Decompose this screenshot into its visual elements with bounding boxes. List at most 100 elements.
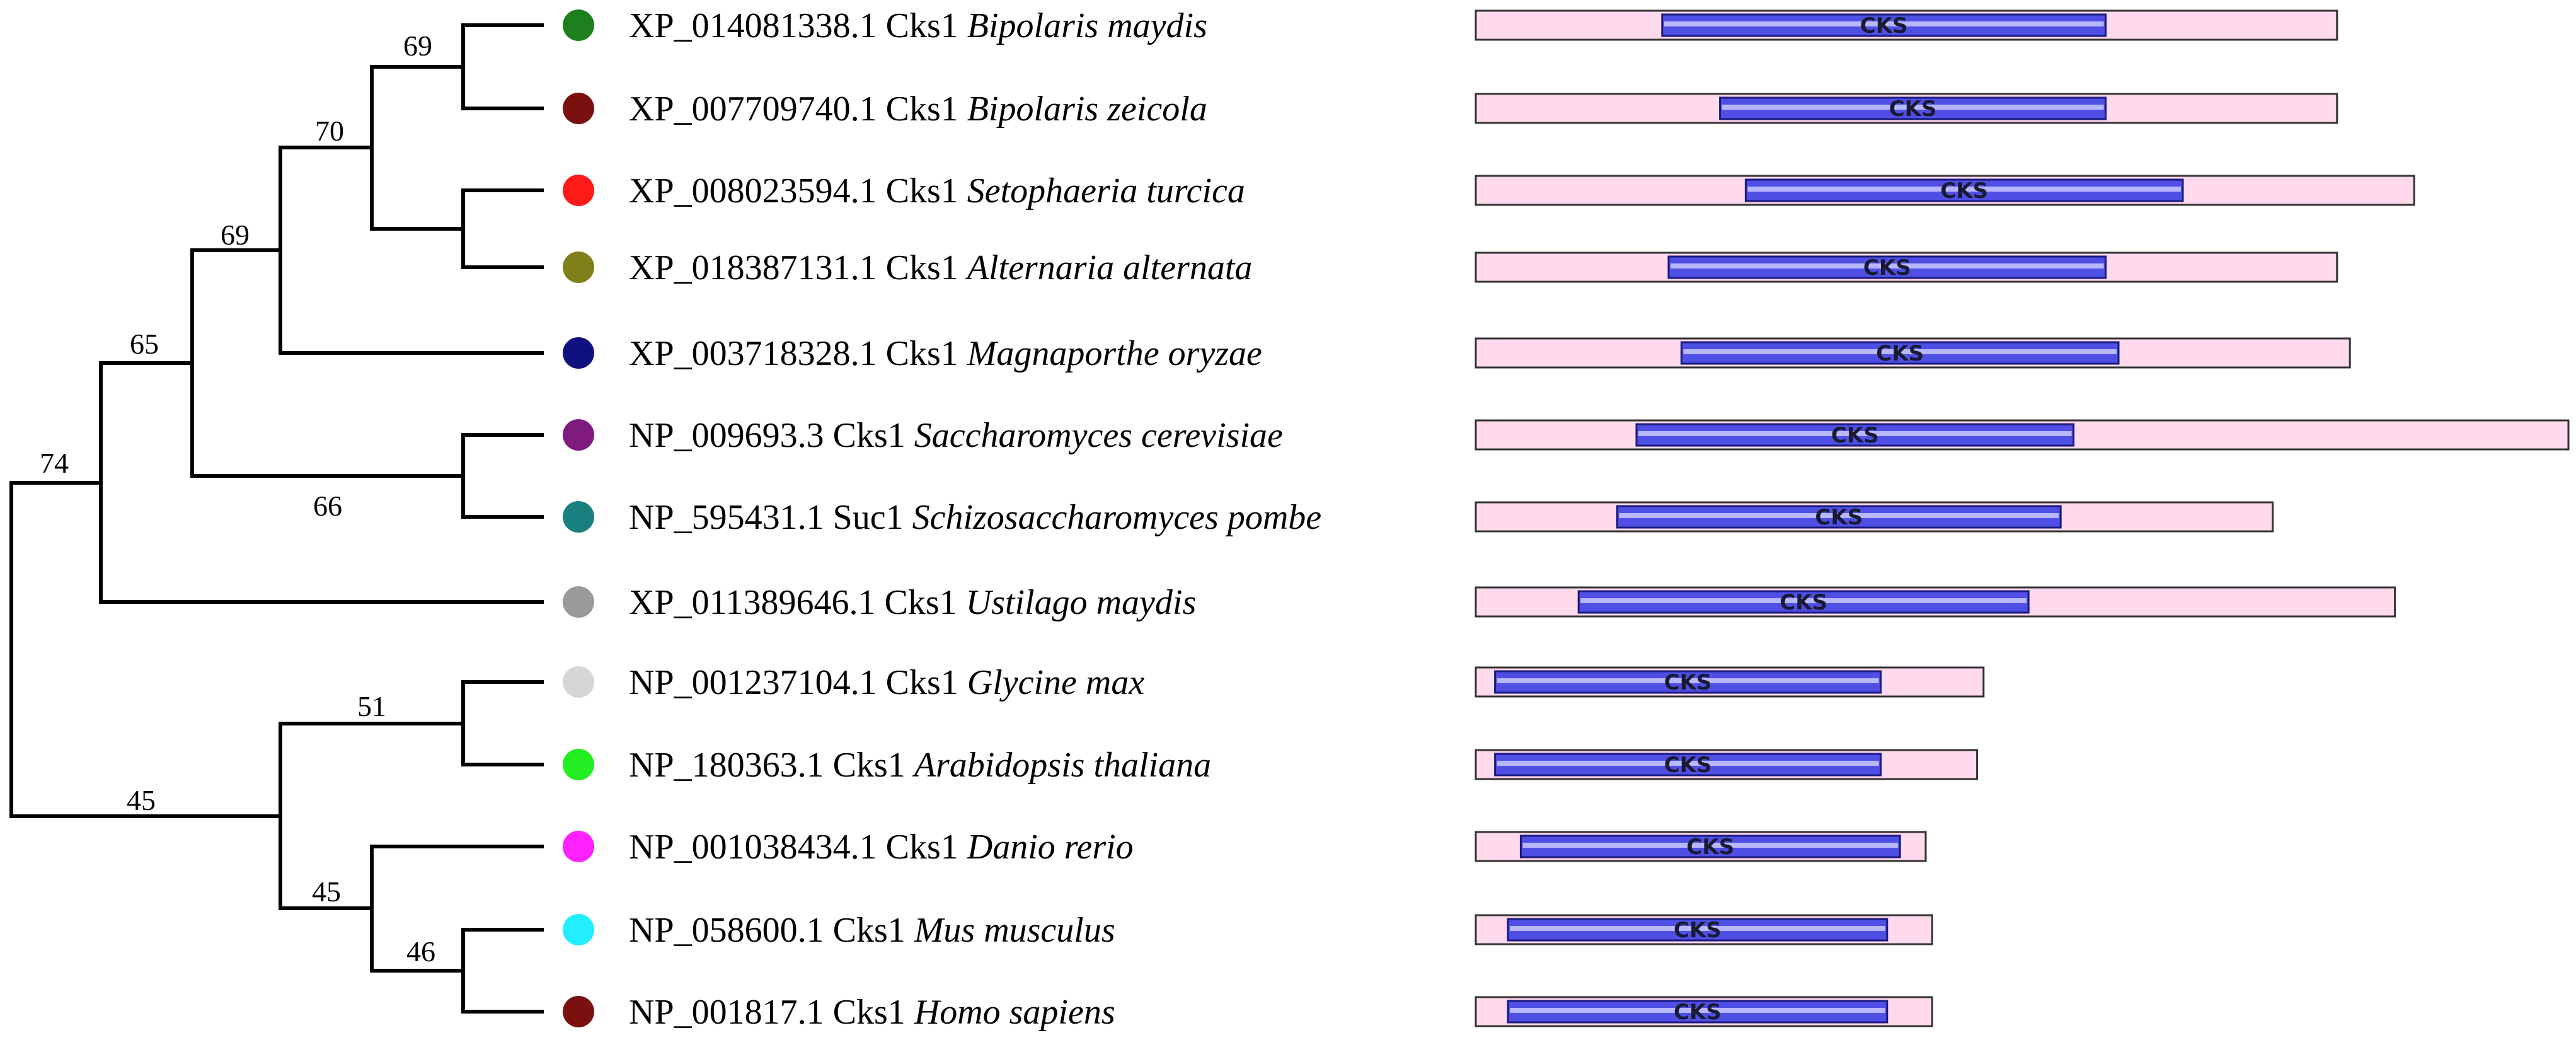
protein-architecture: CKS [1475,831,1927,862]
bootstrap-value: 45 [312,875,341,908]
bootstrap-value: 46 [406,935,435,968]
species-name: Saccharomyces cerevisiae [914,416,1283,455]
taxon-marker [563,251,594,283]
species-name: Glycine max [967,663,1145,702]
bootstrap-value: 45 [127,784,156,816]
gene-name: Cks1 [886,248,967,287]
domain-label: CKS [1780,590,1827,615]
domain-label: CKS [1863,255,1911,280]
taxon-label: XP_018387131.1 Cks1 Alternaria alternata [629,248,1252,287]
accession: NP_001038434.1 [629,828,886,867]
taxon-row: XP_011389646.1 Cks1 Ustilago maydis [563,583,1196,622]
species-name: Magnaporthe oryzae [967,334,1262,373]
accession: XP_011389646.1 [629,583,885,622]
taxon-marker [563,831,594,862]
species-name: Setophaeria turcica [967,171,1245,211]
species-name: Danio rerio [967,828,1134,867]
taxon-label: XP_003718328.1 Cks1 Magnaporthe oryzae [629,334,1262,373]
protein-architecture: CKS [1475,175,2415,206]
taxon-label: XP_007709740.1 Cks1 Bipolaris zeicola [629,90,1207,129]
taxon-row: NP_058600.1 Cks1 Mus musculus [563,911,1115,950]
protein-architecture: CKS [1475,9,2338,41]
domain-label: CKS [1674,1000,1722,1025]
domain-highlight [1638,431,2072,436]
domain-architecture: CKS CKS CKS CKS CKS CKS CKS CKS CKS CKS CKS CKS CKS [1475,9,2570,1027]
accession: NP_001817.1 [629,993,833,1032]
taxon-row: XP_018387131.1 Cks1 Alternaria alternata [563,248,1252,287]
species-name: Arabidopsis thaliana [912,746,1211,785]
branch [99,361,544,604]
gene-name: Cks1 [886,90,967,129]
domain-highlight [1747,187,2181,192]
taxon-label: XP_014081338.1 Cks1 Bipolaris maydis [629,6,1207,45]
gene-name: Cks1 [886,828,967,867]
domain-highlight [1722,105,2104,110]
taxon-marker [563,419,594,451]
domain-highlight [1670,263,2104,269]
accession: XP_018387131.1 [629,248,886,287]
bootstrap-value: 69 [403,30,432,62]
domain-label: CKS [1860,13,1908,38]
accession: NP_009693.3 [629,416,833,455]
gene-name: Cks1 [833,416,914,455]
branch [461,680,544,766]
domain-highlight [1580,598,2027,603]
bootstrap-value: 65 [130,328,159,360]
taxon-marker [563,9,594,41]
branch [461,433,544,519]
accession: NP_058600.1 [629,911,833,950]
accession: NP_180363.1 [629,746,833,785]
branch [461,23,544,110]
domain-highlight [1522,843,1899,848]
gene-name: Cks1 [885,583,966,622]
gene-name: Cks1 [886,663,967,702]
taxon-marker [563,914,594,945]
gene-name: Cks1 [886,334,967,373]
taxon-row: NP_009693.3 Cks1 Saccharomyces cerevisia… [563,416,1283,455]
domain-label: CKS [1674,918,1722,943]
taxon-row: XP_007709740.1 Cks1 Bipolaris zeicola [563,90,1207,129]
species-name: Alternaria alternata [965,248,1253,287]
domain-highlight [1497,761,1879,766]
gene-name: Cks1 [833,993,914,1032]
protein-architecture: CKS [1475,914,1933,945]
domain-label: CKS [1815,505,1863,530]
branch [370,845,544,973]
taxon-row: XP_008023594.1 Cks1 Setophaeria turcica [563,171,1245,211]
taxon-row: NP_001038434.1 Cks1 Danio rerio [563,828,1134,867]
phylogenetic-tree: 69 70 69 65 66 74 51 45 46 45 [9,23,544,1014]
accession: XP_014081338.1 [629,6,886,45]
taxon-marker [563,501,594,533]
taxon-label: NP_180363.1 Cks1 Arabidopsis thaliana [629,746,1211,785]
gene-name: Suc1 [833,498,912,537]
branch [9,481,282,818]
bootstrap-value: 69 [221,219,250,251]
accession: NP_595431.1 [629,498,833,537]
bootstrap-value: 70 [315,115,344,147]
taxon-marker [563,586,594,618]
protein-architecture: CKS [1475,501,2274,533]
domain-highlight [1497,678,1879,683]
domain-label: CKS [1876,341,1924,366]
protein-architecture: CKS [1475,666,1985,698]
species-name: Homo sapiens [914,993,1115,1032]
domain-highlight [1510,1008,1885,1013]
taxon-label: NP_595431.1 Suc1 Schizosaccharomyces pom… [629,498,1321,537]
species-name: Mus musculus [914,911,1115,950]
domain-highlight [1510,926,1885,931]
taxon-marker [563,175,594,206]
taxon-label: NP_001038434.1 Cks1 Danio rerio [629,828,1134,867]
domain-label: CKS [1889,96,1937,122]
gene-name: Cks1 [886,6,967,45]
protein-architecture: CKS [1475,586,2396,618]
taxon-marker [563,996,594,1027]
branch [461,188,544,269]
accession: XP_008023594.1 [629,171,886,211]
domain-label: CKS [1831,423,1879,448]
domain-highlight [1619,513,2059,518]
taxon-marker [563,337,594,369]
taxon-label: NP_058600.1 Cks1 Mus musculus [629,911,1115,950]
accession: NP_001237104.1 [629,663,886,702]
